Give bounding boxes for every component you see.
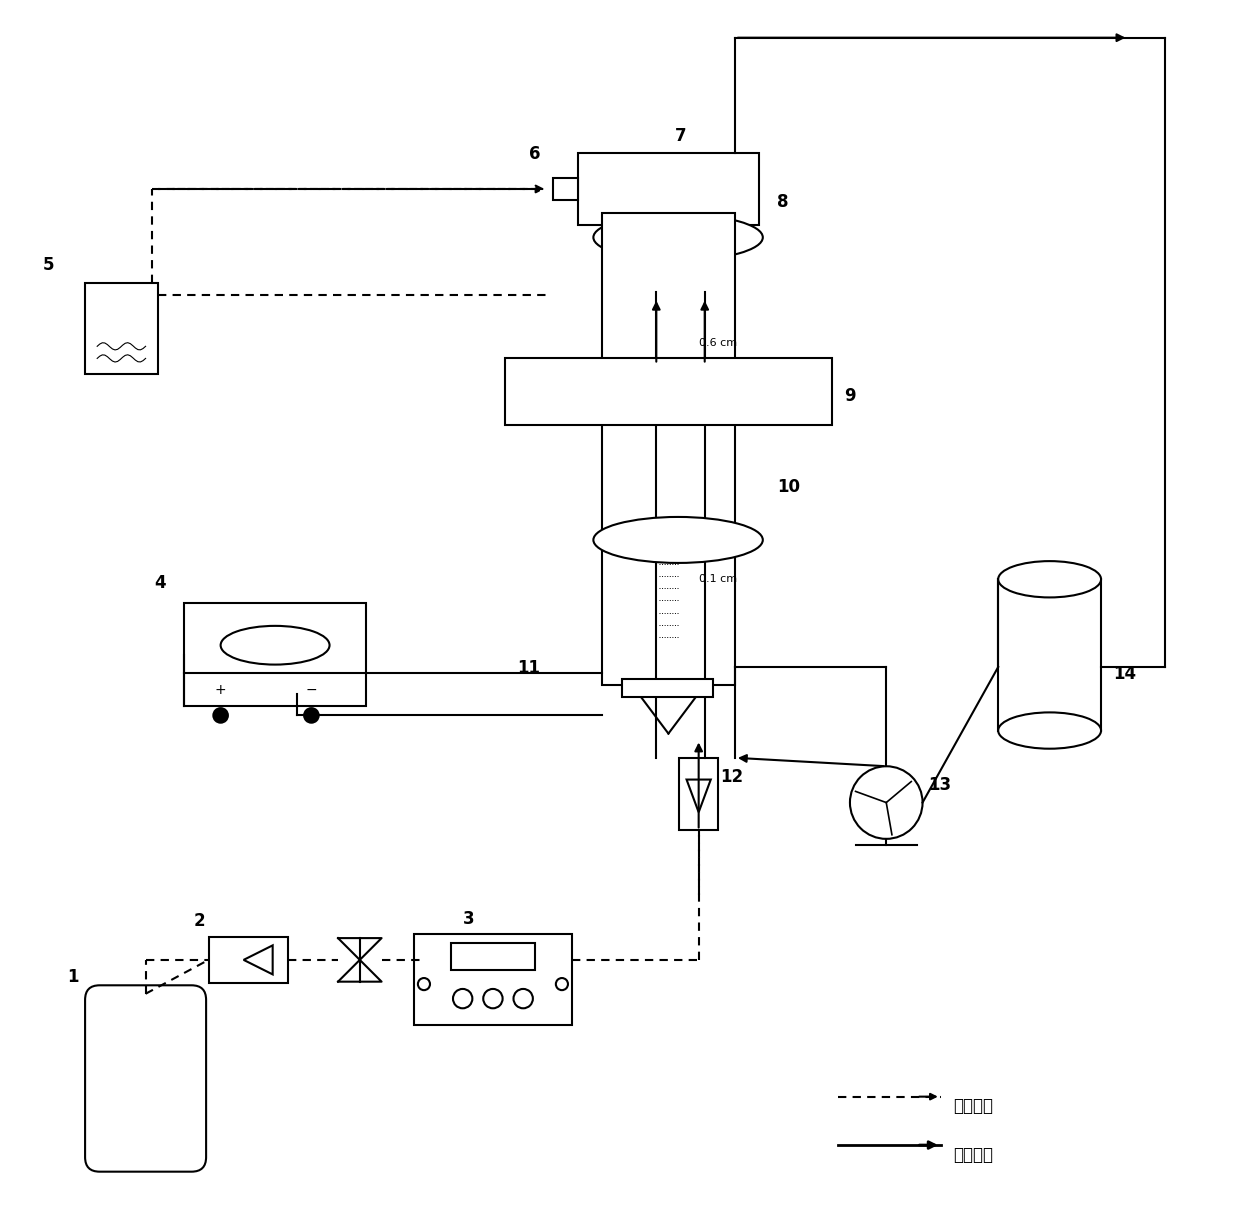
Circle shape (556, 978, 568, 990)
Text: 3: 3 (463, 910, 474, 928)
Bar (622, 679, 713, 697)
Text: 9: 9 (844, 387, 856, 405)
Bar (185, 604, 366, 706)
Bar (553, 178, 578, 200)
Bar (210, 936, 288, 983)
Text: 1: 1 (67, 968, 78, 986)
Text: 11: 11 (517, 659, 541, 677)
Bar (998, 580, 1101, 730)
Bar (680, 758, 718, 831)
Text: 液体循环: 液体循环 (952, 1145, 993, 1163)
Text: 6: 6 (529, 144, 541, 163)
Text: 14: 14 (1114, 665, 1136, 683)
FancyBboxPatch shape (86, 283, 157, 374)
Bar (578, 153, 759, 226)
Ellipse shape (998, 712, 1101, 748)
Circle shape (849, 767, 923, 839)
Circle shape (484, 989, 502, 1008)
Polygon shape (687, 780, 711, 813)
Bar (414, 934, 572, 1025)
Text: 5: 5 (42, 256, 55, 274)
Ellipse shape (594, 215, 763, 261)
Circle shape (513, 989, 533, 1008)
Text: 8: 8 (777, 193, 789, 211)
Circle shape (453, 989, 472, 1008)
Text: 7: 7 (675, 126, 686, 144)
Text: 12: 12 (720, 768, 744, 786)
Text: 2: 2 (193, 912, 206, 930)
Bar (505, 358, 832, 425)
Text: 气体循环: 气体循环 (952, 1098, 993, 1115)
Text: 13: 13 (929, 776, 952, 795)
Circle shape (304, 708, 319, 723)
Circle shape (213, 708, 228, 723)
Bar (601, 213, 735, 685)
Ellipse shape (594, 517, 763, 563)
Text: 0.6 cm: 0.6 cm (698, 338, 737, 348)
Bar (450, 943, 536, 969)
Circle shape (418, 978, 430, 990)
Text: −: − (305, 683, 317, 696)
Ellipse shape (221, 626, 330, 665)
Text: 10: 10 (777, 478, 800, 496)
Polygon shape (243, 945, 273, 974)
Text: 0.1 cm: 0.1 cm (698, 574, 737, 585)
Ellipse shape (998, 562, 1101, 598)
Text: 4: 4 (154, 574, 166, 592)
FancyBboxPatch shape (86, 985, 206, 1172)
Text: +: + (215, 683, 227, 696)
